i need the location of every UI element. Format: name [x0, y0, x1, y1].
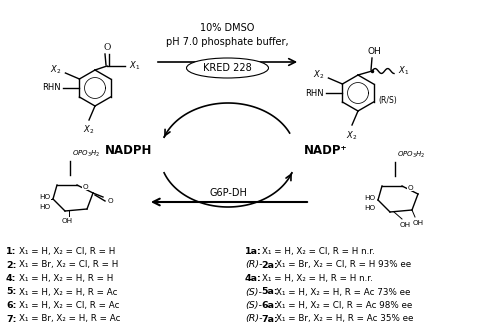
- Text: 7:: 7:: [6, 314, 16, 324]
- Text: RHN: RHN: [305, 88, 324, 97]
- Text: (R/S): (R/S): [378, 96, 397, 106]
- Text: O: O: [103, 43, 111, 52]
- Text: G6P-DH: G6P-DH: [209, 188, 247, 198]
- Text: OH: OH: [413, 220, 424, 226]
- Text: NADPH: NADPH: [105, 143, 152, 157]
- Text: HO: HO: [39, 204, 50, 210]
- Text: 2:: 2:: [6, 260, 16, 269]
- Text: 10% DMSO: 10% DMSO: [200, 23, 255, 33]
- Text: $X_1$: $X_1$: [129, 60, 140, 72]
- Text: NADP⁺: NADP⁺: [304, 143, 348, 157]
- Text: $OPO_3H_2$: $OPO_3H_2$: [397, 150, 426, 160]
- Text: 5:: 5:: [6, 288, 16, 296]
- Ellipse shape: [186, 58, 269, 78]
- Text: $X_2$: $X_2$: [313, 69, 325, 81]
- Text: X₁ = H, X₂ = H, R = Ac 73% ee: X₁ = H, X₂ = H, R = Ac 73% ee: [276, 288, 411, 296]
- Text: 1:: 1:: [6, 247, 16, 256]
- Text: X₁ = H, X₂ = Cl, R = H n.r.: X₁ = H, X₂ = Cl, R = H n.r.: [262, 247, 375, 256]
- Text: X₁ = H, X₂ = H, R = Ac: X₁ = H, X₂ = H, R = Ac: [19, 288, 117, 296]
- Text: (S)-: (S)-: [245, 288, 262, 296]
- Text: HO: HO: [364, 205, 375, 211]
- Text: X₁ = H, X₂ = H, R = H n.r.: X₁ = H, X₂ = H, R = H n.r.: [262, 274, 373, 283]
- Text: $X_2$: $X_2$: [50, 64, 61, 76]
- Text: O: O: [108, 198, 114, 204]
- Text: X₁ = H, X₂ = Cl, R = Ac 98% ee: X₁ = H, X₂ = Cl, R = Ac 98% ee: [276, 301, 412, 310]
- Text: O: O: [407, 185, 413, 191]
- Text: $OPO_3H_2$: $OPO_3H_2$: [72, 149, 100, 159]
- Text: HO: HO: [364, 195, 375, 201]
- Text: $X_1$: $X_1$: [398, 65, 409, 77]
- Text: X₁ = H, X₂ = H, R = H: X₁ = H, X₂ = H, R = H: [19, 274, 114, 283]
- Text: $X_2$: $X_2$: [84, 124, 95, 136]
- Text: 2a:: 2a:: [261, 260, 278, 269]
- Text: RHN: RHN: [42, 84, 60, 92]
- Text: (R)-: (R)-: [245, 260, 262, 269]
- Text: KRED 228: KRED 228: [203, 63, 252, 73]
- Text: OH: OH: [367, 46, 381, 55]
- Text: X₁ = Br, X₂ = Cl, R = H: X₁ = Br, X₂ = Cl, R = H: [19, 260, 118, 269]
- Text: 4a:: 4a:: [245, 274, 262, 283]
- Text: 7a:: 7a:: [261, 314, 278, 324]
- Text: OH: OH: [61, 218, 72, 224]
- Text: X₁ = H, X₂ = Cl, R = Ac: X₁ = H, X₂ = Cl, R = Ac: [19, 301, 119, 310]
- Text: (S)-: (S)-: [245, 301, 262, 310]
- Text: 5a:: 5a:: [261, 288, 278, 296]
- Text: X₁ = H, X₂ = Cl, R = H: X₁ = H, X₂ = Cl, R = H: [19, 247, 115, 256]
- Text: X₁ = Br, X₂ = H, R = Ac: X₁ = Br, X₂ = H, R = Ac: [19, 314, 120, 324]
- Text: OH: OH: [400, 222, 411, 228]
- Text: (R)-: (R)-: [245, 314, 262, 324]
- Text: 6:: 6:: [6, 301, 16, 310]
- Text: $X_2$: $X_2$: [346, 129, 357, 141]
- Text: 6a:: 6a:: [261, 301, 278, 310]
- Text: pH 7.0 phosphate buffer,: pH 7.0 phosphate buffer,: [166, 37, 289, 47]
- Text: X₁ = Br, X₂ = Cl, R = H 93% ee: X₁ = Br, X₂ = Cl, R = H 93% ee: [276, 260, 412, 269]
- Text: 4:: 4:: [6, 274, 16, 283]
- Text: 1a:: 1a:: [245, 247, 262, 256]
- Text: O: O: [82, 184, 88, 190]
- Text: X₁ = Br, X₂ = H, R = Ac 35% ee: X₁ = Br, X₂ = H, R = Ac 35% ee: [276, 314, 414, 324]
- Text: HO: HO: [39, 194, 50, 200]
